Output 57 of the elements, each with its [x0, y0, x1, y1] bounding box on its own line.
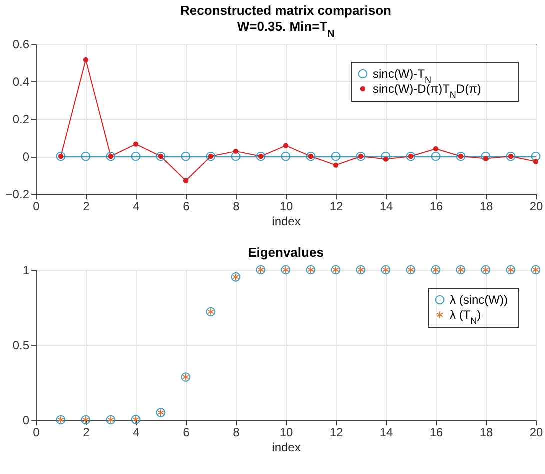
point	[181, 152, 191, 162]
x-axis-title: index	[272, 214, 301, 228]
y-tick-label: 0.2	[12, 112, 30, 126]
point	[283, 143, 289, 148]
point	[131, 152, 141, 162]
x-tick-label: 10	[280, 200, 294, 214]
point	[433, 146, 439, 152]
y-tick-label: 0	[22, 150, 30, 164]
x-tick-label: 16	[430, 426, 444, 440]
y-tick-label: 0.5	[12, 338, 30, 352]
legend-label: λ (sinc(W))	[450, 293, 508, 307]
point	[133, 142, 139, 147]
x-tick-label: 14	[380, 426, 394, 440]
x-tick-label: 0	[33, 426, 40, 440]
y-tick-label: −0.2	[6, 188, 30, 202]
legend-label: sinc(W)-D(π)T$_{N}$D(π)	[373, 82, 482, 100]
point	[231, 152, 241, 162]
legend-label: sinc(W)-T$_{N}$	[373, 67, 432, 85]
y-tick-label: 0.6	[12, 38, 30, 52]
point	[83, 57, 89, 63]
y-tick-label: 0	[22, 414, 30, 428]
point	[281, 152, 291, 162]
point	[481, 152, 491, 162]
x-tick-label: 18	[480, 426, 494, 440]
x-tick-label: 0	[33, 200, 40, 214]
point	[381, 152, 391, 162]
point	[531, 152, 541, 162]
legend-label: λ (T$_{N}$)	[450, 308, 482, 326]
point	[183, 178, 189, 184]
chart-subtitle: W=0.35. Min=T$_{N}$	[237, 19, 335, 40]
x-tick-label: 4	[133, 200, 140, 214]
x-tick-label: 2	[83, 426, 90, 440]
x-tick-label: 12	[330, 426, 344, 440]
point	[233, 148, 239, 154]
x-tick-label: 12	[330, 200, 344, 214]
point	[533, 159, 539, 164]
x-tick-label: 4	[133, 426, 140, 440]
point	[331, 152, 341, 162]
y-tick-label: 1	[22, 264, 30, 278]
x-tick-label: 18	[480, 200, 494, 214]
x-tick-label: 10	[280, 426, 294, 440]
x-tick-label: 8	[233, 426, 240, 440]
x-axis-title: index	[272, 440, 301, 454]
x-tick-label: 2	[83, 200, 90, 214]
x-tick-label: 8	[233, 200, 240, 214]
chart-title: Reconstructed matrix comparison	[180, 3, 392, 18]
x-tick-label: 6	[183, 200, 190, 214]
chart-title: Eigenvalues	[248, 244, 324, 260]
x-tick-label: 20	[530, 200, 544, 214]
x-tick-label: 16	[430, 200, 444, 214]
point	[81, 152, 91, 162]
point	[333, 162, 339, 168]
y-tick-label: 0.4	[12, 75, 30, 89]
x-tick-label: 20	[530, 426, 544, 440]
x-tick-label: 14	[380, 200, 394, 214]
x-tick-label: 6	[183, 426, 190, 440]
point	[431, 152, 441, 162]
